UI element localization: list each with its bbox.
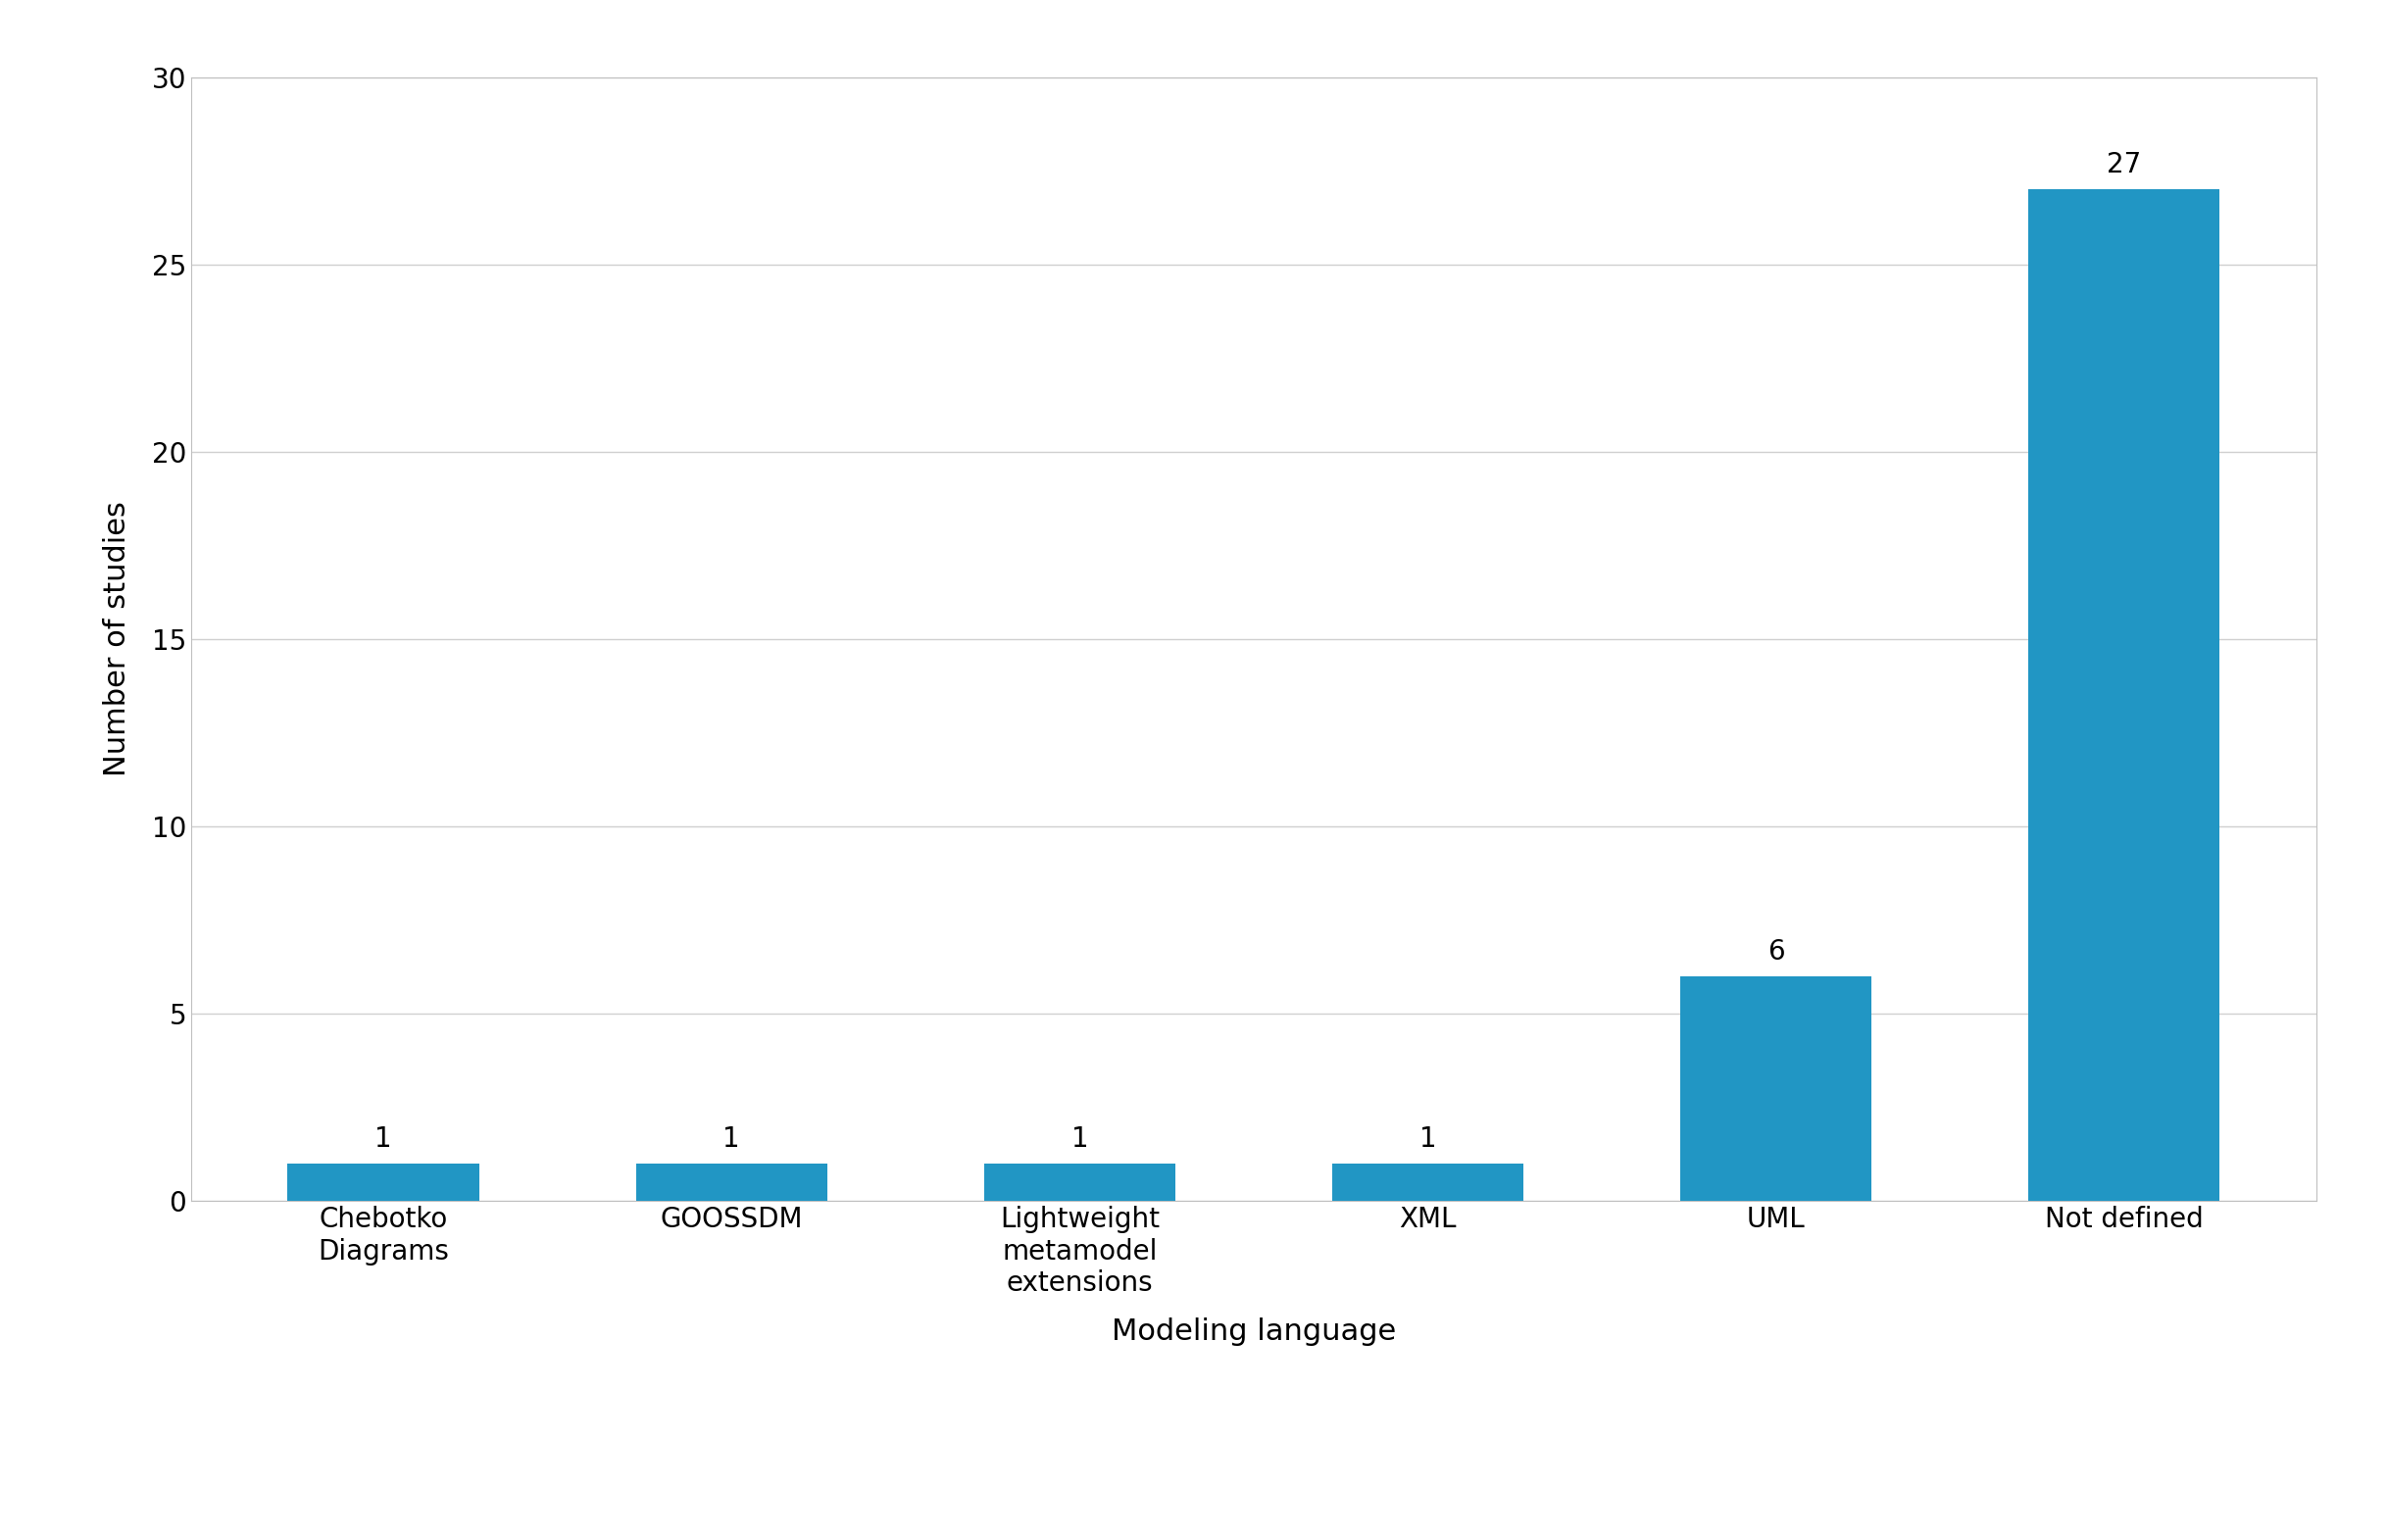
X-axis label: Modeling language: Modeling language [1110, 1317, 1397, 1346]
Bar [984, 1164, 1175, 1201]
Bar [287, 1164, 480, 1201]
Bar [635, 1164, 826, 1201]
Text: 27: 27 [2106, 151, 2142, 179]
Bar [1333, 1164, 1524, 1201]
Bar [2027, 189, 2221, 1201]
Y-axis label: Number of studies: Number of studies [103, 502, 131, 776]
Text: 1: 1 [1070, 1126, 1089, 1152]
Text: 1: 1 [1418, 1126, 1438, 1152]
Text: 6: 6 [1767, 938, 1784, 966]
Bar [1681, 976, 1872, 1201]
Text: 1: 1 [375, 1126, 392, 1152]
Text: 1: 1 [724, 1126, 740, 1152]
